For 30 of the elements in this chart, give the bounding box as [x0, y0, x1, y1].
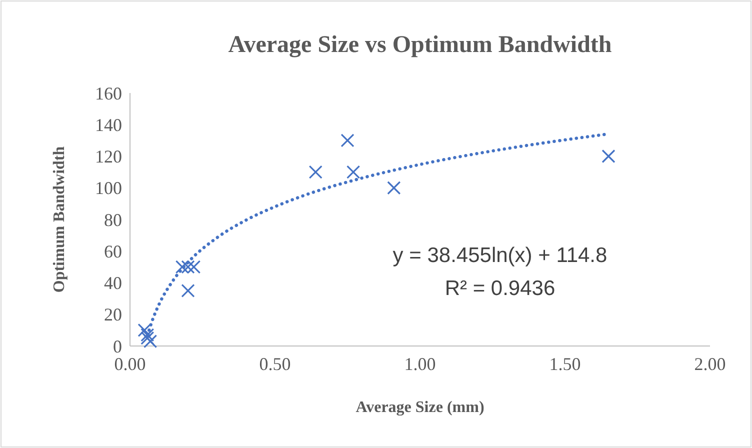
x-axis-title: Average Size (mm)	[356, 399, 484, 416]
point	[138, 323, 152, 337]
y-tick-label: 20	[104, 304, 122, 325]
point	[181, 260, 195, 274]
point	[346, 165, 360, 179]
point	[340, 134, 354, 148]
y-tick-label: 40	[104, 273, 122, 294]
y-tick-label: 140	[95, 114, 122, 135]
y-tick-label: 0	[113, 336, 122, 356]
y-tick-label: 160	[95, 83, 122, 104]
point	[140, 331, 154, 345]
point	[387, 181, 401, 195]
point	[144, 334, 158, 348]
point	[181, 284, 195, 298]
point	[308, 165, 322, 179]
y-tick-label: 60	[104, 241, 122, 262]
x-tick-label: 1.50	[549, 354, 581, 374]
x-tick-label: 0.00	[114, 354, 146, 374]
point	[140, 328, 154, 342]
annotation: y = 38.455ln(x) + 114.8	[392, 244, 608, 267]
x-tick-label: 2.00	[694, 354, 726, 374]
annotation: R² = 0.9436	[444, 277, 556, 300]
y-tick-label: 80	[104, 210, 122, 230]
chart-title: Average Size vs Optimum Bandwidth	[228, 32, 612, 58]
x-tick-label: 1.00	[404, 354, 436, 374]
point	[602, 149, 616, 164]
y-tick-label: 120	[95, 146, 122, 167]
y-axis-title: Optimum Bandwidth	[51, 146, 68, 293]
y-tick-label: 100	[95, 178, 122, 198]
x-tick-label: 0.50	[259, 354, 291, 374]
